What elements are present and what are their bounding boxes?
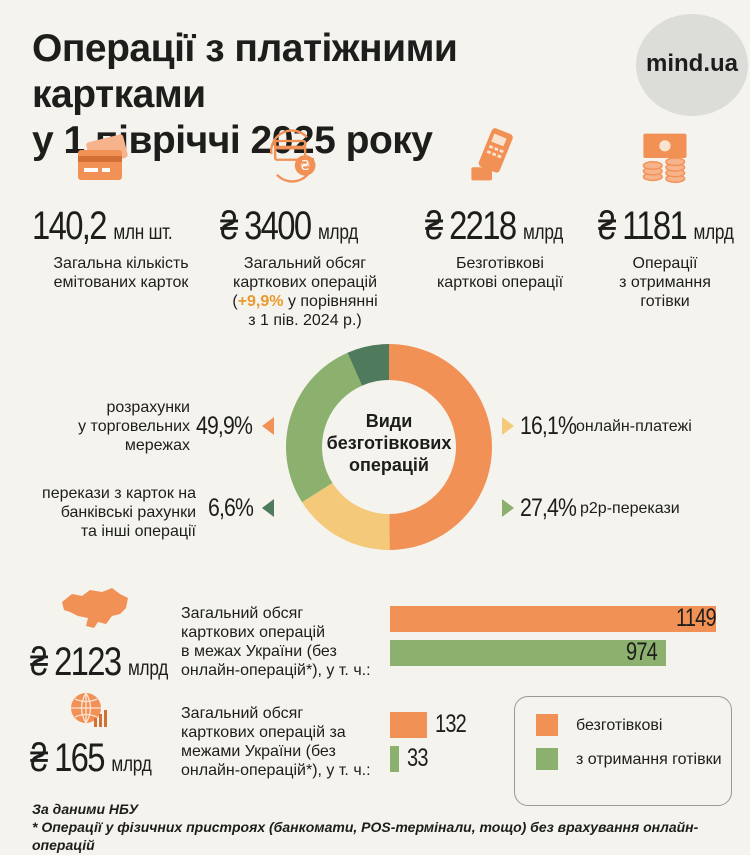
pointer-retail	[262, 417, 274, 435]
domestic-desc: Загальний обсяг карткових операцій в меж…	[181, 605, 371, 679]
credit-card-icon	[78, 134, 128, 180]
logo-text: mind.ua	[645, 50, 738, 77]
pointer-p2p	[502, 499, 514, 517]
pointer-transfers	[262, 499, 274, 517]
source-note: За даними НБУ	[32, 801, 139, 817]
domestic-total: ₴ 2123 млрд	[30, 640, 169, 684]
pos-terminal-icon	[471, 128, 513, 181]
stat-cashless-value: ₴ 2218 млрд	[425, 204, 564, 248]
value-domestic-cash: 974	[626, 638, 658, 666]
bar-domestic-cashless	[390, 606, 716, 632]
donut-hole	[322, 380, 456, 514]
page-title: Операції з платіжними картками у 1 піврі…	[32, 27, 458, 162]
value-domestic-cashless: 1149	[676, 604, 717, 632]
value-abroad-cashless: 132	[435, 710, 467, 738]
label-p2p: p2p-перекази	[580, 500, 680, 517]
donut-title: Види безготівкових операцій	[326, 411, 452, 475]
card-exchange-icon: ₴	[270, 129, 316, 183]
legend-swatch-cashless	[536, 714, 558, 736]
stat-total-desc: Загальний обсяг карткових операцій (+9,9…	[232, 255, 378, 329]
footnote: * Операції у фізичних пристроях (банкома…	[32, 819, 699, 853]
label-transfers: перекази з карток на банківські рахунки …	[42, 485, 196, 540]
logo-circle	[636, 14, 748, 116]
stat-cash-desc: Операції з отримання готівки	[619, 255, 711, 310]
pct-online: 16,1%	[520, 412, 577, 440]
cash-coins-icon	[642, 133, 687, 184]
abroad-total: ₴ 165 млрд	[30, 736, 152, 780]
value-abroad-cash: 33	[407, 744, 429, 772]
pct-transfers: 6,6%	[208, 494, 254, 522]
stat-cards-value: 140,2 млн шт.	[32, 204, 173, 248]
globe-chart-icon	[71, 692, 107, 727]
label-retail: розрахунки у торговельних мережах	[78, 399, 190, 454]
svg-text:₴: ₴	[300, 159, 310, 174]
donut-chart	[286, 344, 492, 550]
stat-total-value: ₴ 3400 млрд	[220, 204, 359, 248]
pointer-online	[502, 417, 514, 435]
ukraine-map-icon	[62, 588, 128, 628]
stat-cash-value: ₴ 1181 млрд	[598, 204, 734, 248]
bar-abroad-cash	[390, 746, 400, 772]
stat-cards-desc: Загальна кількість емітованих карток	[53, 255, 189, 291]
legend	[514, 696, 732, 806]
legend-label-cash: з отримання готівки	[576, 751, 722, 768]
pct-retail: 49,9%	[196, 412, 253, 440]
stat-cashless-desc: Безготівкові карткові операції	[436, 255, 564, 291]
abroad-desc: Загальний обсяг карткових операцій за ме…	[181, 705, 371, 779]
bar-abroad-cashless	[390, 712, 428, 738]
change-badge: +9,9%	[237, 293, 284, 310]
label-online: онлайн-платежі	[576, 418, 692, 435]
pct-p2p: 27,4%	[520, 494, 577, 522]
bar-domestic-cash	[390, 640, 667, 666]
legend-label-cashless: безготівкові	[576, 717, 663, 734]
legend-swatch-cash	[536, 748, 558, 770]
